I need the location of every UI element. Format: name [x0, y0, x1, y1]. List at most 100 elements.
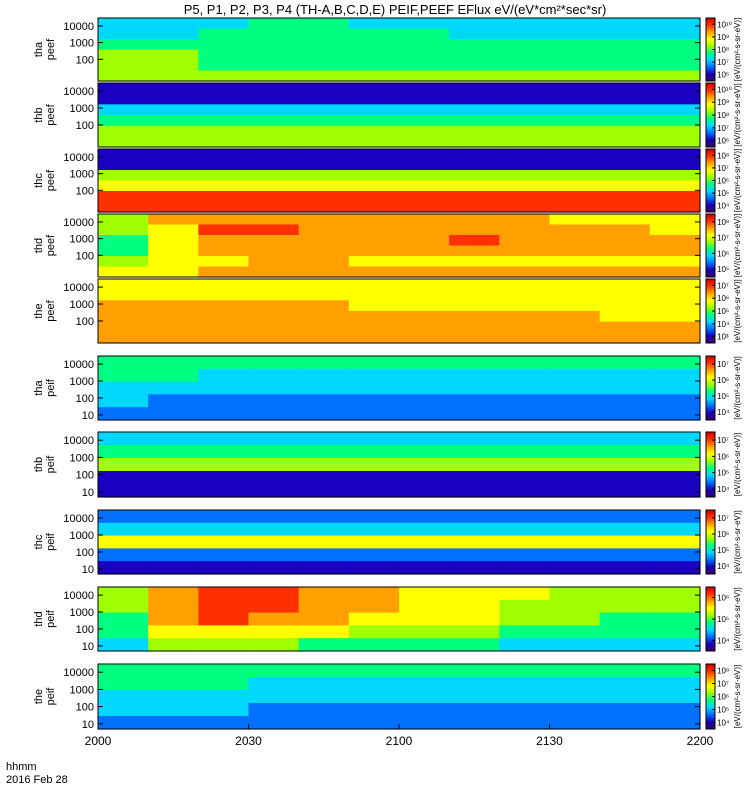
heatmap-cell [549, 356, 601, 370]
heatmap-cell [549, 445, 601, 459]
heatmap-cell [198, 716, 250, 730]
heatmap-cell [298, 510, 350, 524]
heatmap-cell [298, 381, 350, 395]
y-axis-label: peif [45, 455, 57, 474]
heatmap-cell [248, 300, 300, 312]
heatmap-cell [348, 587, 400, 601]
heatmap-cell [98, 510, 149, 524]
heatmap-cell [599, 394, 651, 408]
panel-thc-peif: 10 100 1000 10000 thc peif 10⁴ 10⁵ 10⁶ 10⁷ [eV/(cm… [33, 509, 742, 576]
heatmap-cell [549, 93, 601, 105]
heatmap-cell [248, 407, 300, 421]
heatmap-cell [248, 321, 300, 333]
heatmap-cell [599, 599, 651, 614]
colorbar-tick-label: 10⁸ [717, 46, 729, 55]
time-axis: 2000 2030 2100 2130 2200 [85, 724, 714, 748]
heatmap-cell [98, 115, 149, 127]
heatmap-cell [599, 125, 651, 137]
heatmap-cell [649, 587, 701, 601]
heatmap-cell [198, 70, 250, 82]
heatmap-cell [198, 136, 250, 148]
heatmap-cell [298, 214, 350, 226]
heatmap-cell [399, 235, 450, 247]
heatmap-cell [248, 245, 300, 257]
heatmap-cell [298, 159, 350, 171]
heatmap-cell [198, 445, 250, 459]
heatmap-cell [449, 159, 500, 171]
heatmap-cell [399, 311, 450, 323]
heatmap-cell [649, 245, 701, 257]
colorbar-tick-label: 10⁶ [717, 452, 729, 461]
heatmap-cell [499, 136, 551, 148]
heatmap-cell [198, 49, 250, 61]
heatmap-cell [449, 83, 500, 95]
y-tick-label: 100 [76, 54, 94, 66]
heatmap-cell [499, 235, 551, 247]
heatmap-cell [399, 690, 450, 704]
heatmap-cell [98, 321, 149, 333]
heatmap-cell [599, 245, 651, 257]
heatmap-cell [348, 60, 400, 72]
heatmap-cell [399, 703, 450, 717]
heatmap-cell [348, 458, 400, 472]
heatmap-cell [649, 18, 701, 30]
heatmap-cell [198, 356, 250, 370]
heatmap-cell [549, 599, 601, 614]
heatmap-cell [198, 394, 250, 408]
heatmap-cell [549, 300, 601, 312]
heatmap-cell [98, 612, 149, 626]
heatmap-cell [148, 677, 199, 691]
heatmap-cell [348, 104, 400, 116]
colorbar-tick-label: 10⁵ [717, 546, 729, 555]
heatmap-cell [198, 458, 250, 472]
heatmap-cell [449, 677, 500, 691]
y-axis-label: thc [33, 173, 45, 188]
heatmap-cell [198, 256, 250, 268]
heatmap-cell [549, 104, 601, 116]
colorbar-tick-label: 10⁴ [717, 562, 730, 571]
heatmap-cell [499, 587, 551, 601]
heatmap-cell [399, 214, 450, 226]
heatmap-cell [549, 510, 601, 524]
heatmap-cell [298, 224, 350, 236]
heatmap-cell [549, 561, 601, 575]
heatmap-cell [248, 256, 300, 268]
colorbar-tick-label: 10⁹ [717, 33, 729, 42]
heatmap-cell [98, 677, 149, 691]
heatmap-cell [248, 49, 300, 61]
heatmap-cell [298, 690, 350, 704]
y-axis-label: peef [45, 169, 57, 191]
heatmap-cell [449, 321, 500, 333]
heatmap-cell [649, 289, 701, 301]
heatmap-cell [449, 612, 500, 626]
heatmap-cell [599, 561, 651, 575]
heatmap-cell [399, 407, 450, 421]
heatmap-cell [649, 214, 701, 226]
colorbar-label: [eV/(cm²-s-sr-eV)] [733, 279, 742, 343]
heatmap-cell [148, 548, 199, 562]
heatmap-cell [449, 136, 500, 148]
heatmap-cell [248, 587, 300, 601]
heatmap-cell [148, 535, 199, 549]
heatmap-cell [549, 522, 601, 537]
heatmap-cell [449, 332, 500, 344]
heatmap-cell [549, 214, 601, 226]
heatmap-cell [98, 201, 149, 213]
heatmap-cell [248, 332, 300, 344]
heatmap-cell [499, 432, 551, 446]
y-axis-label: peef [45, 38, 57, 60]
y-tick-label: 100 [76, 316, 94, 328]
heatmap-cell [649, 612, 701, 626]
heatmap-cell [98, 191, 149, 203]
heatmap-cell [148, 716, 199, 730]
heatmap-cell [399, 136, 450, 148]
heatmap-cell [248, 703, 300, 717]
y-axis-label: the [33, 303, 45, 318]
y-axis-label: thb [33, 457, 45, 472]
y-tick-label: 10 [82, 487, 94, 499]
heatmap-cell [148, 484, 199, 498]
heatmap-cell [599, 104, 651, 116]
heatmap-cell [649, 716, 701, 730]
heatmap-cell [248, 18, 300, 30]
heatmap-cell [549, 28, 601, 40]
